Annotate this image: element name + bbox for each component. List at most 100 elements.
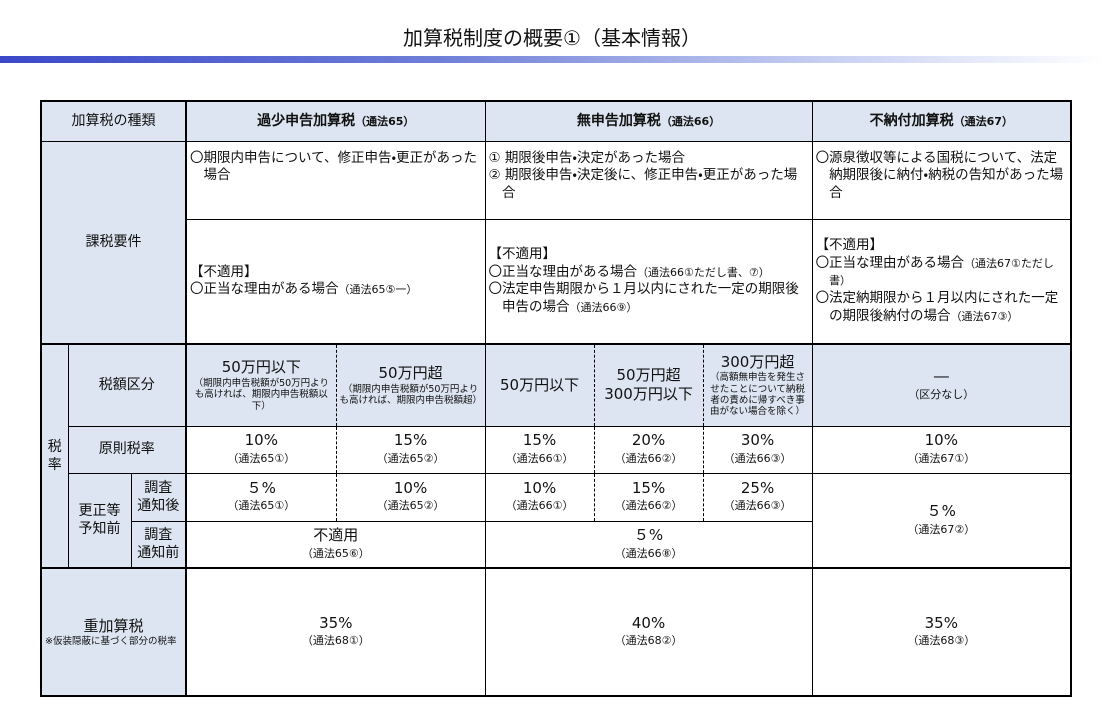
law: （通法66②）: [614, 499, 683, 513]
column-law: （通法66）: [660, 115, 721, 129]
bracket-text: 300万円超: [720, 352, 795, 371]
rate-cell: 25% （通法66③）: [702, 472, 813, 522]
exclusion: 【不適用】 〇正当な理由がある場合（通法65⑤一）: [185, 218, 486, 345]
rate: 不適用: [313, 526, 359, 545]
exclusion-item: 〇正当な理由がある場合（通法67①ただし書）: [816, 255, 1068, 290]
row-label: 更正等 予知前: [67, 472, 132, 569]
corner: 加算税の種類: [40, 100, 188, 142]
rate-cell: 10% （通法65①）: [185, 425, 337, 474]
exclusion-text: 〇法定申告期限から１月以内にされた一定の期限後申告の場合: [488, 281, 799, 315]
rate: 10%: [924, 431, 958, 450]
column-header: 無申告加算税（通法66）: [484, 100, 813, 142]
rate: 35%: [924, 613, 958, 632]
bracket: 50万円超 300万円以下: [593, 343, 704, 427]
exclusion-heading: 【不適用】: [190, 263, 258, 280]
rate: 15%: [522, 431, 557, 450]
row-label: 調査 通知前: [130, 520, 188, 569]
rate: ５%: [633, 526, 664, 545]
condition: 〇期限内申告について、修正申告・更正があった場合: [185, 140, 486, 220]
rate: 20%: [631, 431, 666, 450]
rate-cell: 20% （通法66②）: [593, 425, 704, 474]
condition-item: 〇期限内申告について、修正申告・更正があった場合: [190, 149, 478, 184]
rate-cell: 15% （通法66①）: [484, 425, 595, 474]
law: （通法67②）: [907, 522, 976, 536]
law: （通法66②）: [614, 451, 683, 465]
rate-cell: 35% （通法68①）: [185, 567, 486, 697]
bracket: 300万円超 （高額無申告を発生させたことについて納税者の責めに帰すべき事由がない…: [702, 343, 813, 427]
column-name: 過少申告加算税: [257, 113, 356, 130]
law: （通法66③）: [723, 451, 792, 465]
bracket: 50万円超 （期限内申告税額が50万円よりも高ければ、期限内申告税額超）: [335, 343, 486, 427]
rate-label: 税 率: [40, 343, 69, 569]
rate-cell: 35% （通法68③）: [811, 567, 1072, 697]
column-header: 不納付加算税（通法67）: [811, 100, 1072, 142]
law: （通法66①）: [505, 499, 574, 513]
bracket-note: （期限内申告税額が50万円よりも高ければ、期限内申告税額超）: [339, 383, 483, 406]
bracket-text: 50万円以下: [499, 375, 580, 394]
rate-cell: ５% （通法67②）: [811, 472, 1072, 569]
bracket-note: （期限内申告税額が50万円よりも高ければ、期限内申告税額以下）: [193, 377, 329, 412]
rate-cell: 不適用 （通法65⑥）: [185, 520, 486, 569]
rate: 10%: [393, 478, 428, 497]
exclusion-heading: 【不適用】: [488, 246, 557, 263]
rate: ５%: [926, 502, 956, 521]
rate: 10%: [522, 478, 557, 497]
summary-table: 加算税の種類 過少申告加算税（通法65） 無申告加算税（通法66） 不納付加算税…: [40, 100, 1073, 697]
exclusion-heading: 【不適用】: [815, 237, 884, 254]
condition-item: 〇源泉徴収等による国税について、法定納期限後に納付・納税の告知があった場合: [815, 149, 1064, 201]
rate-cell: ５% （通法66⑧）: [484, 520, 813, 569]
exclusion-law: （通法66⑨）: [569, 300, 638, 314]
row-label: 重加算税 ※仮装隠蔽に基づく部分の税率: [40, 567, 188, 697]
exclusion-text: 〇正当な理由がある場合: [190, 281, 339, 298]
bracket: ― （区分なし）: [811, 343, 1072, 427]
rate: 15%: [631, 478, 666, 497]
law: （通法66⑧）: [614, 546, 683, 560]
row-label: 税額区分: [67, 343, 188, 427]
law: （通法68①）: [301, 634, 370, 648]
rate-cell: 40% （通法68②）: [484, 567, 813, 697]
exclusion: 【不適用】 〇正当な理由がある場合（通法66①ただし書、⑦） 〇法定申告期限から１月…: [484, 218, 813, 345]
exclusion-text: 〇法定納期限から１月以内にされた一定の期限後納付の場合: [815, 290, 1059, 324]
column-name: 不納付加算税: [869, 113, 954, 130]
rate-cell: 10% （通法66①）: [484, 472, 595, 522]
condition-item: ② 期限後申告・決定後に、修正申告・更正があった場合: [488, 167, 798, 201]
heavy-label: 重加算税: [83, 616, 144, 635]
bracket: 50万円以下: [484, 343, 595, 427]
rate: ５%: [246, 478, 276, 497]
exclusion-item: 〇法定申告期限から１月以内にされた一定の期限後申告の場合（通法66⑨）: [489, 281, 809, 316]
law: （通法65⑥）: [301, 546, 370, 560]
bracket-note: （高額無申告を発生させたことについて納税者の責めに帰すべき事由がない場合を除く）: [710, 372, 806, 418]
bracket-text: 50万円超 300万円以下: [604, 365, 693, 404]
column-name: 無申告加算税: [576, 113, 661, 130]
exclusion-law: （通法65⑤一）: [338, 283, 418, 297]
bracket-text: 50万円以下: [221, 358, 301, 377]
exclusion-item: 〇正当な理由がある場合（通法65⑤一）: [190, 281, 482, 299]
rate-cell: 10% （通法65②）: [335, 472, 486, 522]
rate-cell: 15% （通法66②）: [593, 472, 704, 522]
row-label: 課税要件: [40, 140, 188, 345]
column-law: （通法67）: [953, 115, 1013, 129]
law: （通法65②）: [376, 451, 445, 465]
law: （通法68③）: [907, 634, 976, 648]
page-title: 加算税制度の概要①（基本情報）: [403, 26, 701, 50]
rate: 15%: [393, 431, 428, 450]
rate: 35%: [319, 613, 353, 632]
row-label: 調査 通知後: [130, 472, 188, 522]
exclusion-law: （通法67③）: [950, 309, 1019, 323]
law: （通法68②）: [614, 634, 683, 648]
row-label: 原則税率: [67, 425, 188, 474]
law: （通法65①）: [227, 499, 296, 513]
law: （通法65②）: [376, 499, 445, 513]
bracket-text: ―: [933, 367, 949, 386]
exclusion-law: （通法67①ただし書）: [829, 256, 1054, 288]
exclusion-item: 〇正当な理由がある場合（通法66①ただし書、⑦）: [489, 264, 809, 282]
rate: 25%: [740, 478, 775, 497]
rate-cell: 15% （通法65②）: [335, 425, 486, 474]
law: （通法66①）: [505, 451, 574, 465]
exclusion-text: 〇正当な理由がある場合: [488, 263, 638, 280]
exclusion-text: 〇正当な理由がある場合: [815, 254, 965, 271]
exclusion-law: （通法66①ただし書、⑦）: [637, 265, 770, 279]
condition: ① 期限後申告・決定があった場合 ② 期限後申告・決定後に、修正申告・更正があった…: [484, 140, 813, 220]
exclusion-item: 〇法定納期限から１月以内にされた一定の期限後納付の場合（通法67③）: [816, 290, 1068, 325]
